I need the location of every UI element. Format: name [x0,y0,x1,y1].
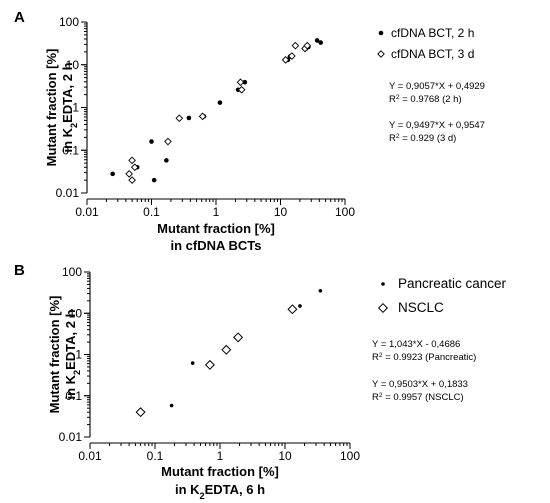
panel-letter: A [14,9,25,26]
x-tick-label: 0.1 [147,449,164,463]
data-point [190,361,195,365]
legend-marker [381,282,385,286]
data-point [287,304,298,315]
y-tick-label: 0.01 [56,186,80,200]
x-tick-label: 0.1 [143,205,160,219]
data-point [221,344,232,355]
data-point [236,78,245,87]
data-point [164,158,169,163]
x-axis-title: in cfDNA BCTs [171,238,262,253]
data-point [151,177,157,183]
y-tick-label: 100 [62,265,82,279]
y-tick-label: 1 [75,348,82,362]
y-axis-title: in K2EDTA, 2 h [63,309,82,399]
series-1 [169,289,323,408]
data-point [318,289,323,293]
data-point [175,114,184,123]
y-tick-label: 0.01 [59,430,83,444]
x-tick-label: 10 [278,449,292,463]
regression-annotation: R2 = 0.9768 (2 h) [389,94,462,106]
data-point [130,163,139,172]
data-point [291,41,300,50]
y-axis-title: Mutant fraction [%] [47,296,62,414]
data-point [169,403,174,408]
regression-annotation: R2 = 0.9923 (Pancreatic) [372,352,476,364]
panel-letter: B [14,262,25,279]
series-1 [110,38,323,183]
data-point [135,407,146,418]
x-tick-label: 0.01 [78,449,102,463]
x-tick-label: 1 [217,449,224,463]
x-axis-title: in K2EDTA, 6 h [175,482,265,501]
y-tick-label: 10 [69,306,83,320]
data-point [318,40,323,45]
x-tick-label: 100 [335,205,355,219]
series-2 [125,41,312,184]
y-tick-label: 0.1 [65,389,82,403]
legend-marker [377,302,389,314]
data-point [164,137,172,146]
data-point [186,115,192,121]
y-tick-label: 10 [66,58,80,72]
x-axis-title: Mutant fraction [%] [157,221,275,236]
data-point [242,79,248,85]
data-point [204,359,215,370]
legend-label: cfDNA BCT, 2 h [391,26,474,40]
data-point [303,41,312,50]
x-tick-label: 100 [340,449,360,463]
legend-label: Pancreatic cancer [398,276,507,291]
regression-annotation: Y = 0,9497*X + 0,9547 [389,120,485,131]
y-axis-title: Mutant fraction [%] [44,49,59,167]
data-point [237,85,246,94]
data-point [281,56,290,64]
data-point [198,112,207,121]
regression-annotation: Y = 0,9057*X + 0,4929 [389,81,485,92]
x-tick-label: 0.01 [75,205,99,219]
data-point [233,332,244,343]
y-tick-label: 1 [72,101,79,115]
y-axis-title: in K2EDTA, 2 h [60,62,79,152]
regression-annotation: Y = 1,043*X - 0,4686 [372,339,460,350]
data-point [298,304,302,308]
regression-annotation: R2 = 0.929 (3 d) [389,133,456,145]
y-tick-label: 100 [59,15,79,29]
data-point [125,170,133,178]
data-point [128,156,136,165]
panel-b: B 0.01 0.1 1 10 100 0.01 0.1 1 10 100 Mutant fracti… [14,262,507,501]
legend-marker [377,50,385,58]
regression-annotation: Y = 0,9503*X + 0,1833 [372,379,468,390]
x-tick-label: 10 [274,205,288,219]
y-tick-label: 0.1 [62,143,79,157]
data-point [128,176,136,184]
legend-marker [378,30,384,36]
data-point [217,100,223,105]
x-axis-title: Mutant fraction [%] [161,464,279,479]
legend-label: NSCLC [398,300,444,315]
regression-annotation: R2 = 0.9957 (NSCLC) [372,392,464,404]
data-point [110,171,115,177]
data-point [149,139,154,144]
series-2 [135,304,298,418]
data-point [288,52,296,60]
data-point [314,38,320,43]
legend-label: cfDNA BCT, 3 d [391,47,474,61]
x-tick-label: 1 [213,205,220,219]
panel-a: A 0.01 0.1 1 10 100 0.01 0.1 1 10 100 Mutant fracti… [14,9,485,253]
